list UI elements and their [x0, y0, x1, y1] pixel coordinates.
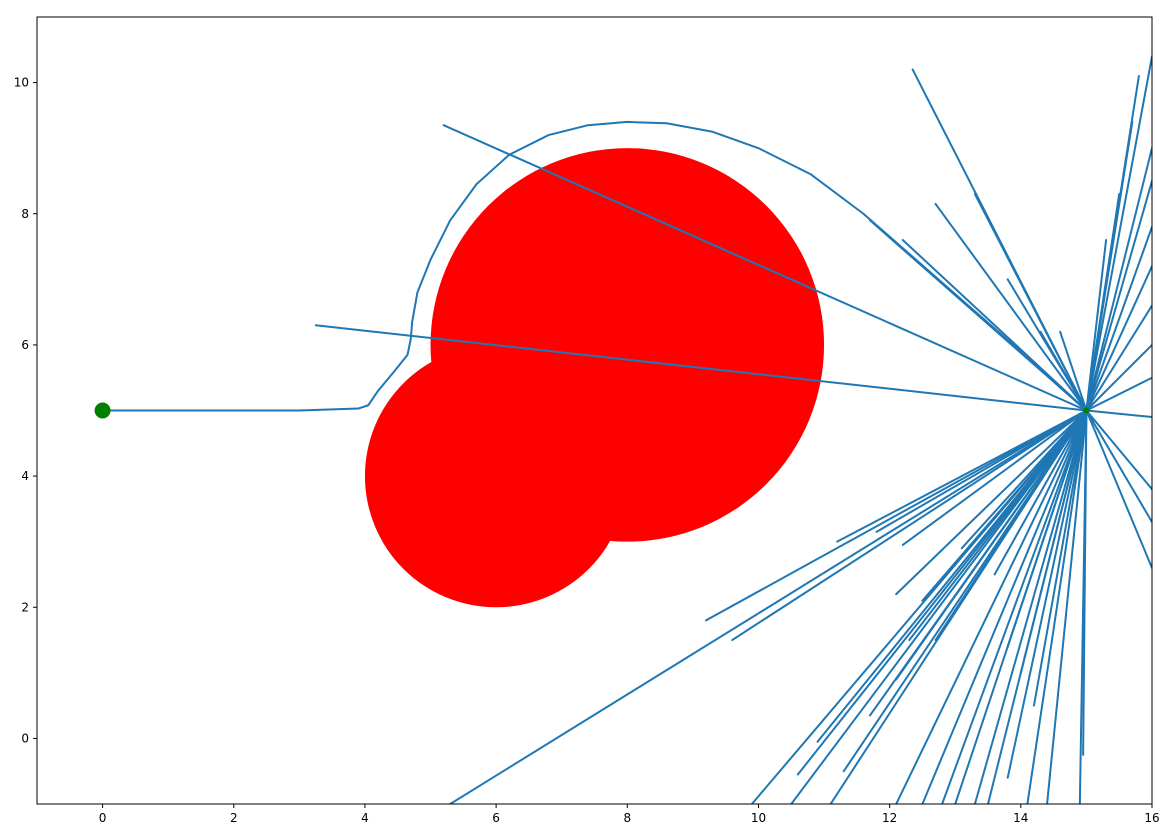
path-spike-line	[1006, 409, 1088, 779]
path-spike-line	[442, 124, 1088, 412]
path-spike-line	[901, 238, 1088, 412]
x-tick-label: 4	[361, 811, 369, 825]
path-spike-line	[934, 202, 1088, 412]
path-spike-line	[1085, 409, 1152, 523]
path-spike-line	[1006, 409, 1088, 648]
path-spike-line	[790, 409, 1088, 804]
path-spike-line	[895, 409, 1088, 681]
y-tick-label: 4	[21, 469, 29, 483]
path-spike-line	[921, 409, 1088, 602]
path-spike-line	[1085, 376, 1152, 412]
path-spike-line	[941, 409, 1088, 804]
path-spike-line	[895, 409, 1088, 596]
plot-frame	[36, 16, 1153, 805]
path-spike-line	[993, 409, 1088, 576]
y-tick-label: 10	[14, 76, 29, 90]
x-tick-label: 6	[492, 811, 500, 825]
y-tick-label: 6	[21, 338, 29, 352]
path-spike-line	[1085, 193, 1121, 412]
goal-marker	[1083, 407, 1090, 414]
path-spike-line	[1085, 409, 1152, 419]
x-tick-label: 10	[751, 811, 766, 825]
path-spike-line	[1026, 409, 1088, 804]
path-spike-line	[1085, 265, 1152, 412]
path-spike-line	[449, 409, 1088, 804]
path-spike-line	[934, 409, 1088, 642]
path-spike-line	[1085, 409, 1152, 491]
path-spike-line	[973, 193, 1088, 412]
path-spike-line	[1085, 225, 1152, 412]
path-spike-line	[1085, 238, 1108, 412]
start-marker	[94, 402, 111, 419]
path-spike-line	[921, 409, 1088, 804]
path-spike-line	[895, 409, 1088, 804]
path-spike-line	[1085, 179, 1152, 412]
path-spike-line	[973, 409, 1088, 804]
path-spike-line	[705, 409, 1088, 622]
obstacle-circle	[430, 148, 825, 542]
path-spike-line	[1032, 409, 1088, 707]
path-spike-line	[960, 409, 1088, 550]
x-tick-label: 16	[1144, 811, 1159, 825]
x-tick-label: 0	[99, 811, 107, 825]
x-tick-label: 12	[882, 811, 897, 825]
path-spike-line	[875, 409, 1088, 533]
path-spike-line	[1019, 409, 1088, 674]
path-spike-line	[1085, 343, 1152, 412]
main-path-line	[101, 120, 1088, 412]
path-spike-line	[1039, 330, 1088, 412]
path-spike-line	[731, 409, 1088, 642]
y-axis: 0 2 4 6 8 10	[14, 76, 37, 745]
path-spike-line	[1046, 409, 1088, 804]
path-spike-line	[796, 409, 1088, 776]
y-tick-label: 8	[21, 207, 29, 221]
path-spike-line	[1085, 147, 1152, 412]
x-tick-label: 8	[623, 811, 631, 825]
path-spike-line	[836, 409, 1088, 543]
path-spike-line	[1059, 330, 1088, 412]
path-spike-line	[1085, 304, 1152, 412]
x-axis: 0 2 4 6 8 10 12 14 16	[99, 804, 1160, 825]
y-tick-label: 0	[21, 731, 29, 745]
path-spike-line	[901, 409, 1088, 546]
path-spike-line	[1078, 409, 1088, 804]
path-spike-line	[1085, 55, 1152, 412]
path-spike-line	[908, 409, 1088, 642]
y-tick-label: 2	[21, 600, 29, 614]
plot-area	[94, 55, 1152, 804]
path-spike-line	[314, 324, 1088, 412]
path-spike-line	[1085, 409, 1152, 569]
x-tick-label: 2	[230, 811, 238, 825]
x-tick-label: 14	[1013, 811, 1028, 825]
